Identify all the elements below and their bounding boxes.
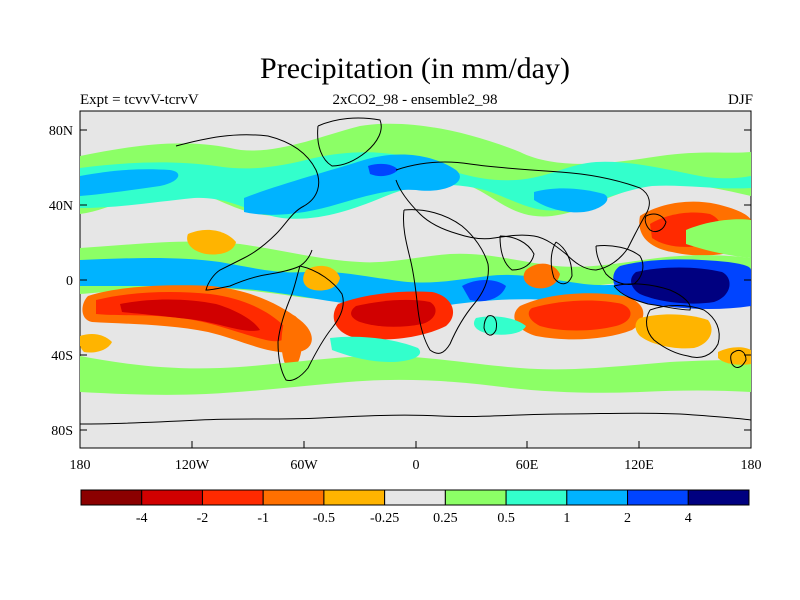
colorbar-segment xyxy=(323,489,386,506)
coastline-north-america xyxy=(175,134,320,291)
axis-ticks xyxy=(79,129,752,448)
map-panel xyxy=(79,110,752,449)
colorbar-label: -4 xyxy=(136,511,148,526)
coastline-africa xyxy=(403,209,489,354)
contour-blue-north-atlantic xyxy=(244,154,460,215)
y-tick-label: 0 xyxy=(66,274,73,289)
colorbar-segment xyxy=(566,489,629,506)
coastline-south-america xyxy=(277,265,344,381)
colorbar-label: -1 xyxy=(257,511,269,526)
colorbar-label: 0.25 xyxy=(433,511,458,526)
contour-orange-arabian-sea xyxy=(523,263,560,289)
colorbar-label: -2 xyxy=(197,511,209,526)
y-tick-label: 40N xyxy=(49,199,73,214)
x-tick-label: 120W xyxy=(175,458,210,473)
contour-red-indian-ocean xyxy=(528,300,631,331)
contour-cyan-south xyxy=(330,336,421,362)
colorbar-segment xyxy=(384,489,446,506)
colorbar-segment xyxy=(141,489,203,506)
subtitle-label: 2xCO2_98 - ensemble2_98 xyxy=(332,92,498,108)
y-tick-label: 80N xyxy=(49,124,73,139)
contour-blue-indian-ocean xyxy=(462,280,506,302)
coastline-greenland xyxy=(317,117,382,167)
colorbar-label: -0.25 xyxy=(370,511,399,526)
x-tick-label: 60E xyxy=(516,458,539,473)
contour-yellow-brazil xyxy=(303,265,340,291)
contour-blue-asia xyxy=(534,188,608,213)
colorbar-segment xyxy=(262,489,325,506)
contour-orange-south-america xyxy=(281,314,303,368)
contour-light-green-south xyxy=(80,355,751,395)
contour-darkred-east-pacific xyxy=(120,299,260,331)
coastline-madagascar xyxy=(483,315,497,336)
axis-labels: 180 120W 60W 0 60E 120E 180 80N 40N 0 40… xyxy=(49,124,762,473)
y-tick-label: 80S xyxy=(51,424,73,439)
x-tick-label: 180 xyxy=(70,458,91,473)
coastline-arabia xyxy=(499,235,535,271)
contour-cyan-indian-south xyxy=(473,316,526,335)
contour-darkred-south-atlantic xyxy=(351,299,436,327)
season-label: DJF xyxy=(727,92,753,108)
contour-blue-north-pacific xyxy=(80,169,179,196)
colorbar-label: 1 xyxy=(563,511,570,526)
x-tick-label: 180 xyxy=(741,458,762,473)
colorbar-segment xyxy=(80,489,143,506)
chart-title: Precipitation (in mm/day) xyxy=(260,52,570,85)
coastline-new-zealand xyxy=(730,349,747,368)
coastlines xyxy=(80,117,751,425)
x-tick-label: 0 xyxy=(413,458,420,473)
coastline-india xyxy=(550,241,573,285)
coastline-antarctica xyxy=(80,412,751,425)
colorbar-label: 4 xyxy=(685,511,692,526)
contour-deep-blue-north xyxy=(368,163,398,177)
coastline-australia xyxy=(646,305,720,358)
coastline-indonesia xyxy=(613,283,691,311)
contour-yellow-south-pacific xyxy=(80,334,112,353)
contour-green-pacific xyxy=(686,219,751,258)
colorbar-segment xyxy=(444,489,507,506)
coastline-japan xyxy=(644,213,667,233)
colorbar-label: 2 xyxy=(624,511,631,526)
x-tick-label: 60W xyxy=(290,458,318,473)
x-axis-ticks xyxy=(79,441,752,448)
x-tick-label: 120E xyxy=(624,458,654,473)
contour-yellow-caribbean xyxy=(187,229,236,255)
colorbar-label: 0.5 xyxy=(497,511,515,526)
colorbar-segment xyxy=(201,489,264,506)
colorbar-label: -0.5 xyxy=(313,511,335,526)
colorbar: -4 -2 -1 -0.5 -0.25 0.25 0.5 1 2 4 xyxy=(80,489,750,526)
colorbar-segment xyxy=(627,489,689,506)
y-axis-ticks xyxy=(80,129,751,431)
y-tick-label: 40S xyxy=(51,349,73,364)
colorbar-segment xyxy=(505,489,568,506)
experiment-label: Expt = tcvvV-tcrvV xyxy=(80,92,199,108)
contour-navy-west-pacific xyxy=(631,267,730,304)
colorbar-segment xyxy=(687,489,750,506)
